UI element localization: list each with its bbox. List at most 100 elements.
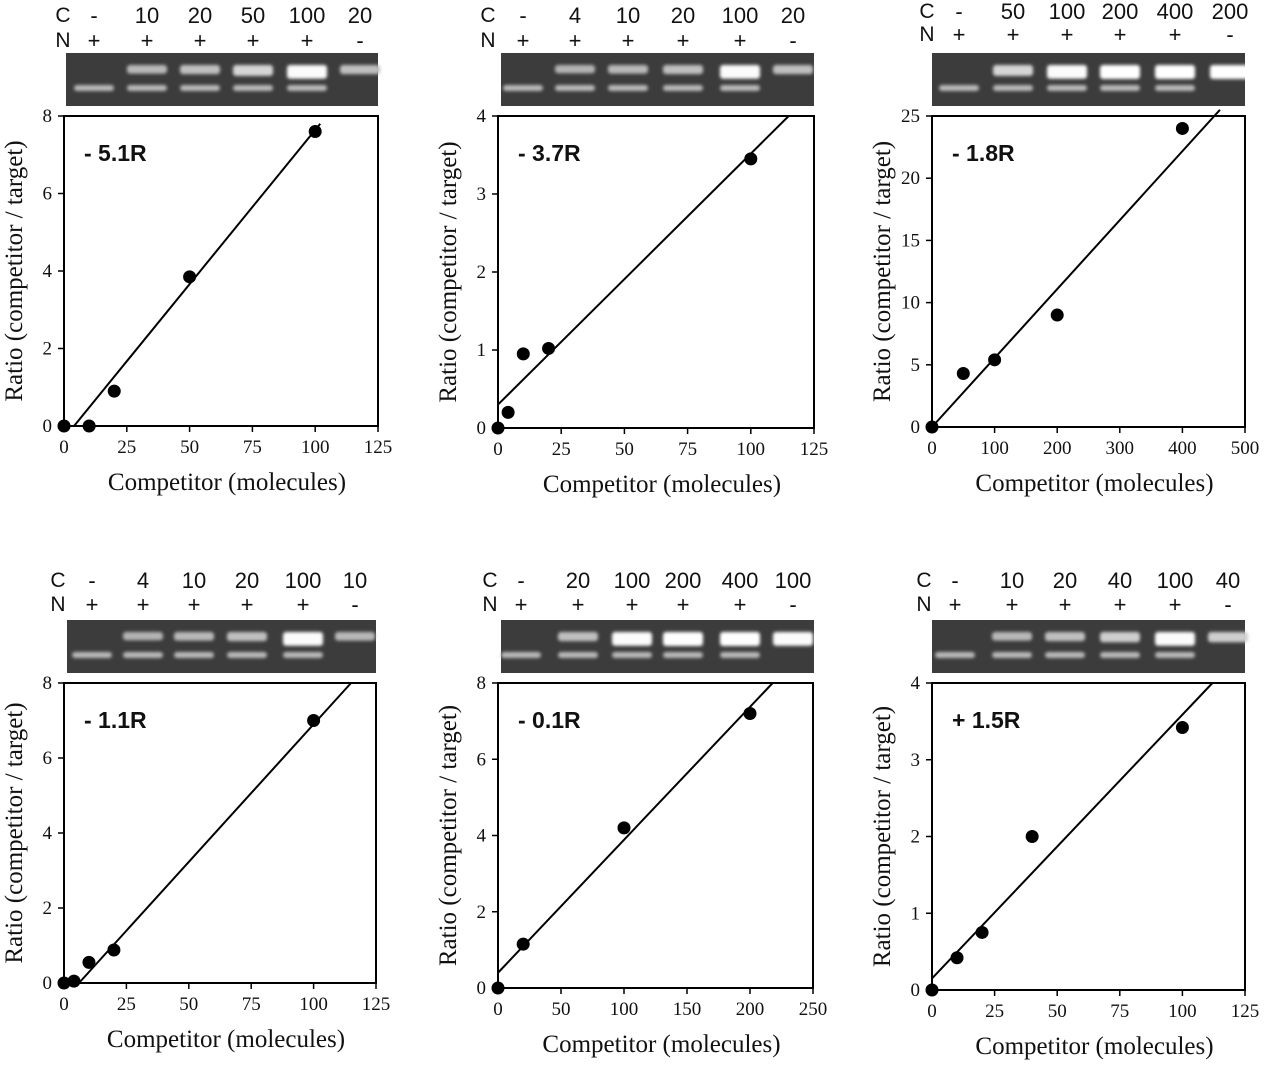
gel-band-target (127, 85, 167, 91)
y-tick-label: 8 (477, 673, 487, 694)
y-tick-label: 4 (477, 826, 487, 847)
x-tick-label: 125 (1231, 1001, 1260, 1022)
slope-annotation: - 1.1R (84, 707, 147, 733)
x-tick-label: 25 (985, 1001, 1004, 1022)
gel-bands (501, 632, 813, 658)
x-tick-label: 50 (179, 994, 198, 1015)
y-tick-label: 10 (901, 293, 920, 314)
data-point (743, 707, 757, 720)
x-tick-label: 100 (1168, 1001, 1197, 1022)
panel-5: CN- 20 100 200 400 100+ + + + + -0 50 100 150 200 25002… (435, 568, 827, 1058)
lane-label-n: - (789, 592, 796, 617)
y-tick-label: 15 (901, 230, 920, 251)
gel-band-target (720, 85, 760, 91)
gel-band-target (1100, 85, 1140, 91)
gel-band-competitor (233, 65, 273, 76)
lane-label-n: + (141, 28, 154, 53)
gel-image (67, 620, 376, 673)
y-axis-label: Ratio (competitor / target) (435, 141, 462, 402)
lane-label-c: 4 (137, 568, 149, 593)
x-tick-label: 0 (493, 999, 503, 1020)
lane-label-c: 10 (182, 568, 206, 593)
plot-frame (931, 115, 1246, 428)
row-key-competitor: C (916, 569, 931, 592)
y-axis-label: Ratio (competitor / target) (1, 702, 28, 963)
gel-bands (939, 65, 1250, 91)
x-tick-label: 100 (301, 437, 330, 458)
gel-band-target (174, 652, 214, 658)
lane-label-n: + (677, 28, 690, 53)
gel-band-target (555, 85, 595, 91)
lane-label-n: + (734, 592, 747, 617)
gel-band-competitor (558, 632, 598, 642)
data-point (925, 420, 939, 434)
y-tick-label: 0 (477, 418, 487, 439)
lane-label-n: + (626, 592, 639, 617)
lane-label-c: - (517, 568, 524, 593)
x-tick-label: 0 (927, 438, 937, 459)
lane-label-c: 50 (1001, 0, 1025, 24)
gel-band-target (74, 85, 114, 91)
lane-label-n: + (241, 592, 254, 617)
gel-band-target (558, 652, 598, 658)
lane-label-c: 20 (566, 568, 590, 593)
lane-label-c: - (519, 3, 526, 28)
gel-band-competitor (773, 632, 813, 646)
lane-label-c: 400 (722, 568, 759, 593)
lane-label-n: + (1169, 22, 1182, 47)
data-point (956, 367, 970, 381)
lane-label-c: 200 (665, 568, 702, 593)
panel-4: CN- 4 10 20 100 10+ + + + + -0 25 50 75 100 12502468Com… (1, 568, 390, 1053)
gel-band-competitor (773, 65, 813, 75)
gel-band-target (612, 652, 652, 658)
gel-band-competitor (992, 632, 1032, 641)
y-tick-label: 0 (43, 973, 53, 994)
gel-band-competitor (1155, 65, 1195, 79)
lane-label-c: 20 (781, 3, 805, 28)
row-key-competitor: C (482, 569, 497, 592)
data-point (1050, 308, 1064, 322)
gel-band-competitor (1155, 632, 1195, 646)
lane-label-n: + (622, 28, 635, 53)
y-tick-label: 4 (911, 673, 921, 694)
lane-label-c: 200 (1102, 0, 1139, 24)
panel-6: CN- 10 20 40 100 40+ + + + + -0 25 50 75 100 12501234Co… (869, 568, 1259, 1060)
gel-band-target (180, 85, 220, 91)
gel-band-target (663, 652, 703, 658)
lane-label-n: + (1061, 22, 1074, 47)
y-axis-label: Ratio (competitor / target) (869, 141, 896, 402)
lane-label-n: + (194, 28, 207, 53)
data-point (67, 974, 81, 988)
gel-band-competitor (174, 632, 214, 641)
x-tick-label: 25 (117, 994, 136, 1015)
x-tick-label: 75 (1110, 1001, 1129, 1022)
gel-band-target (233, 85, 273, 91)
x-tick-label: 100 (299, 994, 328, 1015)
gel-bands (74, 65, 380, 91)
x-tick-label: 50 (1048, 1001, 1067, 1022)
lane-label-c: 100 (775, 568, 812, 593)
gel-band-competitor (1208, 632, 1248, 643)
y-tick-label: 0 (477, 978, 487, 999)
lane-label-c: 20 (235, 568, 259, 593)
lane-label-c: 100 (1049, 0, 1086, 24)
data-point (516, 937, 530, 951)
gel-band-competitor (1045, 632, 1085, 642)
gel-band-target (1100, 652, 1140, 658)
x-axis-label: Competitor (molecules) (107, 1026, 345, 1053)
x-tick-label: 75 (243, 437, 262, 458)
row-key-target: N (480, 29, 495, 52)
x-tick-label: 125 (800, 439, 829, 460)
x-tick-label: 150 (673, 999, 702, 1020)
y-axis-label: Ratio (competitor / target) (435, 705, 462, 966)
x-tick-label: 100 (610, 999, 639, 1020)
gel-band-competitor (720, 65, 760, 79)
lane-label-c: 400 (1157, 0, 1194, 24)
lane-label-n: + (301, 28, 314, 53)
row-key-target: N (919, 23, 934, 46)
row-key-target: N (482, 593, 497, 616)
gel-band-target (720, 652, 760, 658)
x-tick-label: 0 (493, 439, 503, 460)
data-point (617, 821, 631, 835)
